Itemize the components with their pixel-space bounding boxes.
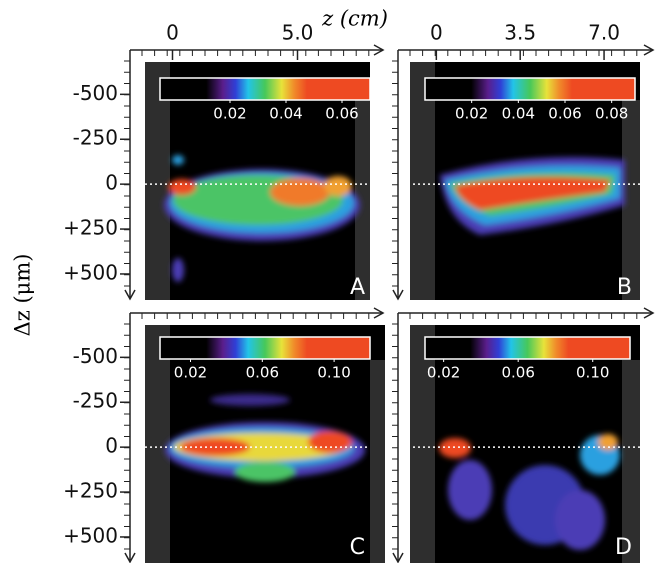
panel-letter: D: [615, 535, 632, 560]
colorbar-tick-label: 0.02: [427, 364, 460, 382]
colorbar-tick-label: 0.02: [174, 364, 207, 382]
colorbar-tick-label: 0.06: [246, 364, 279, 382]
x-axis-arrow: [643, 307, 655, 319]
y-tick-label: 0: [105, 171, 118, 195]
colorbar-tick-label: 0.04: [502, 105, 535, 123]
x-tick-label: 0: [430, 21, 443, 45]
y-axis-title: Δz (μm): [11, 254, 35, 337]
y-axis-arrow: [124, 289, 136, 301]
colorbar-tick-label: 0.02: [213, 105, 246, 123]
x-tick-label: 0: [166, 21, 179, 45]
x-tick-label: 7.0: [588, 21, 620, 45]
colorbar: [424, 77, 636, 101]
colorbar: [424, 336, 631, 360]
y-tick-label: -500: [73, 344, 118, 368]
y-tick-label: -500: [73, 81, 118, 105]
x-tick-label: 3.5: [504, 21, 536, 45]
y-axis-arrow: [392, 552, 404, 563]
colorbar-tick-label: 0.10: [317, 364, 350, 382]
x-axis-arrow: [373, 307, 385, 319]
y-axis-arrow: [392, 289, 404, 301]
colorbar-tick-label: 0.02: [455, 105, 488, 123]
x-axis-title: z (cm): [321, 7, 388, 31]
heatmap: [145, 325, 385, 563]
y-tick-label: +250: [63, 479, 118, 503]
colorbar-tick-label: 0.10: [576, 364, 609, 382]
colorbar-tick-label: 0.06: [501, 364, 534, 382]
x-axis-arrow: [373, 44, 385, 56]
colorbar-tick-label: 0.06: [548, 105, 581, 123]
y-tick-label: +500: [63, 260, 118, 284]
y-tick-label: 0: [105, 434, 118, 458]
colorbar-tick-label: 0.08: [595, 105, 628, 123]
panel-letter: B: [617, 275, 632, 300]
panel-letter: A: [350, 275, 365, 300]
x-axis-arrow: [643, 44, 655, 56]
heatmap: [410, 62, 640, 300]
y-axis-arrow: [124, 552, 136, 563]
heatmap: [145, 62, 370, 300]
heatmap: [410, 325, 640, 563]
colorbar: [159, 77, 371, 101]
y-tick-label: +500: [63, 523, 118, 547]
colorbar: [159, 336, 371, 360]
colorbar-tick-label: 0.04: [269, 105, 302, 123]
colorbar-tick-label: 0.06: [325, 105, 358, 123]
y-tick-label: -250: [73, 126, 118, 150]
y-tick-label: +250: [63, 216, 118, 240]
panel-letter: C: [350, 535, 365, 560]
x-tick-label: 5.0: [282, 21, 314, 45]
y-tick-label: -250: [73, 389, 118, 413]
